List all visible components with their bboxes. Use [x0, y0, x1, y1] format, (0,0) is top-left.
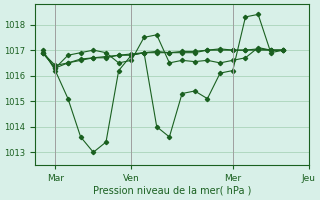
- X-axis label: Pression niveau de la mer( hPa ): Pression niveau de la mer( hPa ): [93, 186, 251, 196]
